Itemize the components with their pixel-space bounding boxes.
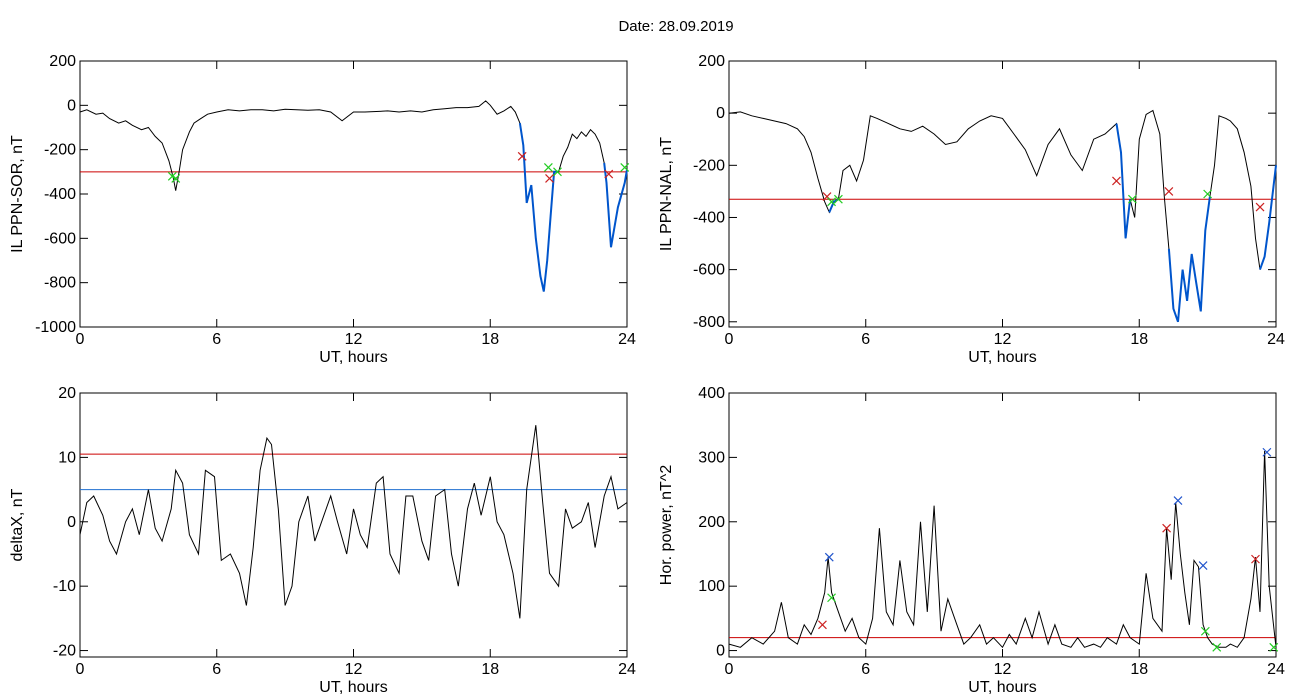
- x-axis-title: UT, hours: [968, 349, 1036, 366]
- x-tick-label: 6: [212, 661, 221, 678]
- series-line: [79, 425, 628, 619]
- y-tick-label: 400: [698, 385, 725, 402]
- marker-red: [818, 620, 827, 630]
- y-tick-label: 200: [698, 53, 725, 70]
- series-line: [728, 450, 1277, 649]
- y-tick-label: -10: [53, 578, 76, 595]
- chart-sor: 0 6 12 18 24 -1000 -800 -600 -400 -200 0 200 UT, hou…: [9, 53, 636, 366]
- event-segment: [1115, 123, 1132, 239]
- y-tick-label: -1000: [35, 319, 76, 336]
- marker-red: [1251, 554, 1260, 564]
- y-tick-label: 200: [49, 53, 76, 70]
- marker-red: [1164, 186, 1174, 196]
- x-tick-label: 12: [345, 661, 363, 678]
- marker-green: [1269, 642, 1279, 652]
- marker-green: [1212, 642, 1222, 652]
- x-axis-title: UT, hours: [319, 349, 387, 366]
- marker-green: [620, 162, 630, 172]
- marker-blue: [1198, 561, 1208, 570]
- x-tick-label: 6: [861, 331, 870, 348]
- x-tick-label: 18: [1130, 331, 1148, 348]
- x-tick-label: 12: [994, 331, 1012, 348]
- chart-deltax: 0 6 12 18 24 -20 -10 0 10 20 UT, hours deltaX, nT: [9, 385, 636, 696]
- y-tick-label: 0: [67, 97, 76, 114]
- y-axis-title: IL PPN-SOR, nT: [9, 135, 26, 253]
- y-tick-label: -20: [53, 643, 76, 660]
- x-axis-title: UT, hours: [968, 679, 1036, 696]
- y-tick-label: 0: [716, 643, 725, 660]
- event-segment: [518, 122, 559, 292]
- y-tick-label: 100: [698, 578, 725, 595]
- marker-blue: [1262, 447, 1272, 457]
- page-title: Date: 28.09.2019: [0, 18, 1300, 35]
- x-tick-label: 18: [481, 661, 499, 678]
- y-tick-label: 0: [716, 105, 725, 122]
- marker-red: [1255, 202, 1265, 212]
- x-tick-label: 24: [1267, 661, 1285, 678]
- marker-green: [827, 593, 836, 603]
- y-tick-label: -800: [44, 275, 76, 292]
- x-tick-label: 0: [725, 331, 734, 348]
- marker-green: [171, 174, 181, 183]
- y-tick-label: 300: [698, 449, 725, 466]
- x-tick-label: 0: [725, 661, 734, 678]
- x-tick-label: 12: [345, 331, 363, 348]
- y-axis-title: IL PPN-NAL, nT: [658, 137, 675, 251]
- event-segment: [1167, 196, 1211, 323]
- marker-green: [1203, 189, 1213, 199]
- series-line: [728, 109, 1277, 322]
- y-tick-label: -200: [693, 157, 725, 174]
- marker-red: [604, 169, 614, 179]
- y-tick-label: 0: [67, 514, 76, 531]
- plot-frame: [728, 392, 1277, 658]
- x-axis-title: UT, hours: [319, 679, 387, 696]
- marker-red: [1162, 523, 1172, 533]
- y-tick-label: 10: [58, 449, 76, 466]
- series-line: [79, 100, 628, 292]
- marker-green: [1200, 626, 1210, 636]
- marker-green: [1127, 194, 1137, 204]
- y-axis-title: Hor. power, nT^2: [658, 465, 675, 586]
- marker-red: [545, 174, 554, 183]
- marker-red: [517, 151, 527, 161]
- x-tick-label: 0: [76, 661, 85, 678]
- y-tick-label: 20: [58, 385, 76, 402]
- x-tick-label: 0: [76, 331, 85, 348]
- x-tick-label: 12: [994, 661, 1012, 678]
- y-tick-label: -200: [44, 142, 76, 159]
- marker-blue: [1173, 496, 1183, 505]
- y-tick-label: -600: [693, 262, 725, 279]
- x-tick-label: 24: [1267, 331, 1285, 348]
- x-tick-label: 6: [212, 331, 221, 348]
- event-segment: [603, 162, 628, 248]
- x-tick-label: 18: [1130, 661, 1148, 678]
- marker-green: [833, 194, 843, 204]
- marker-blue: [824, 552, 834, 562]
- y-tick-label: -600: [44, 230, 76, 247]
- plot-frame: [728, 60, 1277, 328]
- date-label: Date:: [618, 18, 655, 35]
- marker-red: [1112, 176, 1121, 186]
- chart-nal: 0 6 12 18 24 -800 -600 -400 -200 0 200 UT, hours IL …: [658, 53, 1285, 366]
- y-tick-label: -400: [693, 209, 725, 226]
- date-value: 28.09.2019: [658, 18, 734, 35]
- x-tick-label: 18: [481, 331, 499, 348]
- y-tick-label: 200: [698, 514, 725, 531]
- x-tick-label: 24: [618, 661, 636, 678]
- chart-power: 0 6 12 18 24 0 100 200 300 400 UT, hours Hor. power…: [658, 385, 1285, 696]
- marker-green: [553, 167, 562, 177]
- marker-green: [827, 197, 836, 207]
- y-tick-label: -800: [693, 314, 725, 331]
- event-segment: [1259, 165, 1277, 270]
- marker-green: [543, 162, 553, 172]
- x-tick-label: 6: [861, 661, 870, 678]
- x-tick-label: 24: [618, 331, 636, 348]
- y-tick-label: -400: [44, 186, 76, 203]
- y-axis-title: deltaX, nT: [9, 488, 26, 561]
